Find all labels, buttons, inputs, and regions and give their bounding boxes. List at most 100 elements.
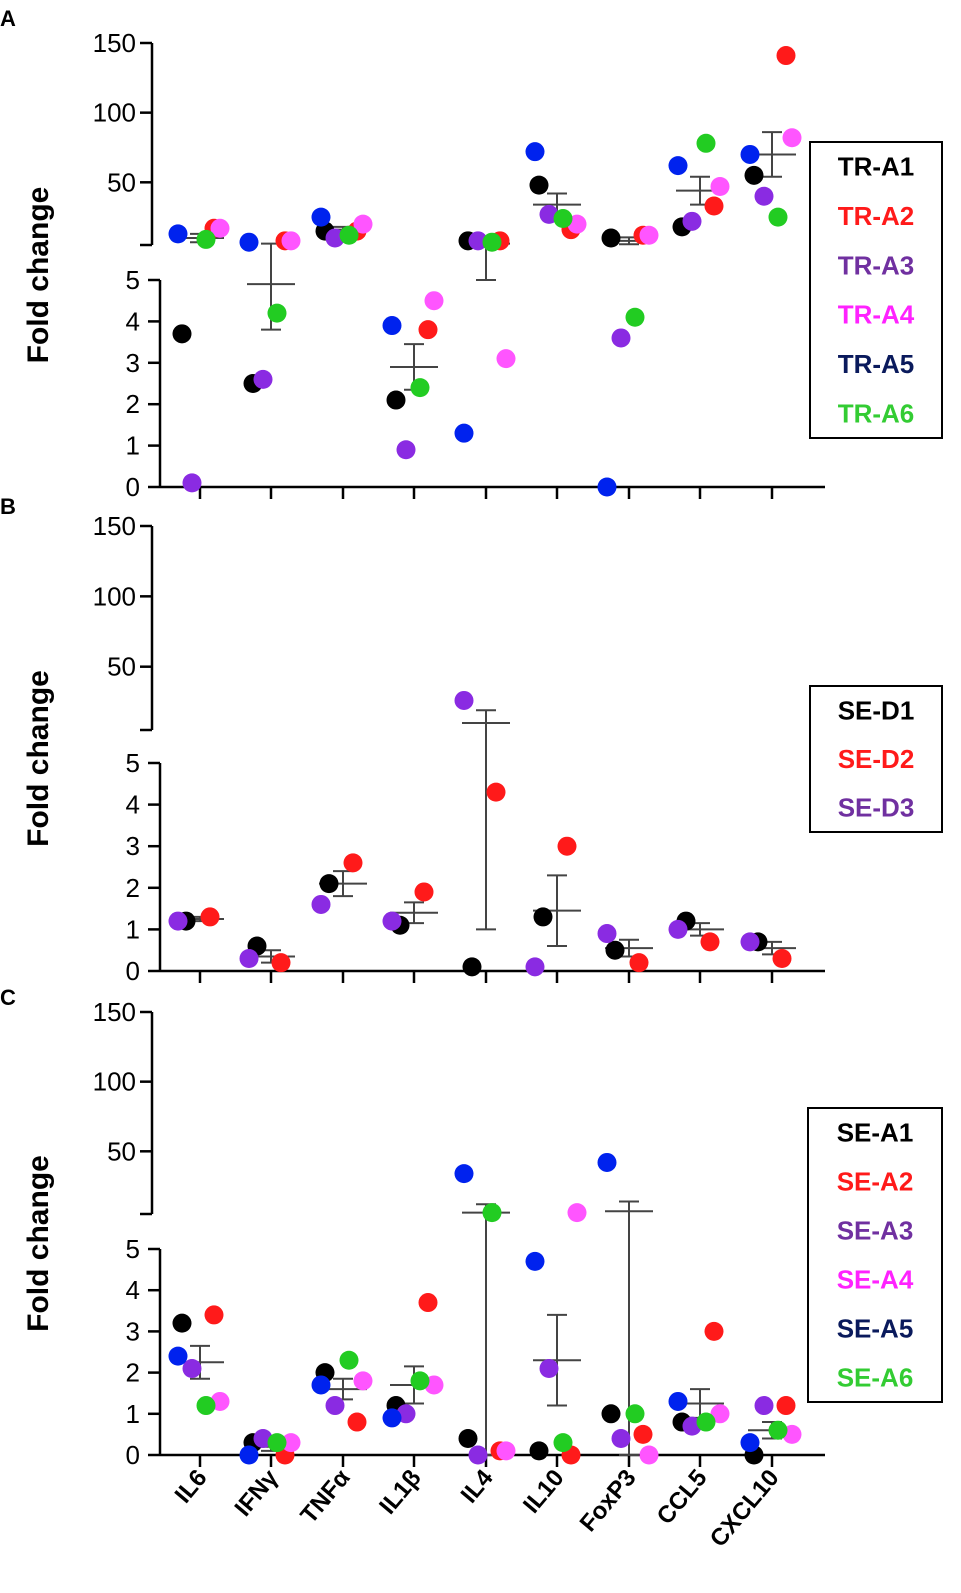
data-point-tr-a4 [353,214,373,234]
data-point-tr-a6 [339,225,359,245]
legend-entry: SE-A1 [837,1118,914,1148]
x-category-label: IFNγ [229,1464,284,1522]
y-tick-label: 100 [93,581,136,611]
data-point-se-a3 [611,1429,631,1449]
y-tick-label: 0 [126,956,140,986]
data-point-se-a5 [239,1445,259,1465]
y-tick-label: 50 [107,167,136,197]
legend-entry: SE-D2 [838,744,915,774]
data-point-tr-a4 [210,218,230,238]
y-tick-label: 1 [126,914,140,944]
data-point-se-a2 [633,1424,653,1444]
data-point-se-d1 [533,907,553,927]
data-point-se-d3 [382,911,402,931]
legend-box [807,1107,943,1403]
data-point-tr-a5 [382,316,402,336]
data-point-tr-a6 [482,232,502,252]
data-point-tr-a5 [239,232,259,252]
legend-entry: TR-A5 [838,349,915,379]
data-point-se-d2 [700,932,720,952]
data-point-tr-a4 [639,225,659,245]
data-point-tr-a4 [424,291,444,311]
y-tick-label: 3 [126,348,140,378]
data-point-tr-a4 [496,349,516,369]
data-point-se-a6 [768,1420,788,1440]
data-point-tr-a3 [253,369,273,389]
y-tick-label: 5 [126,748,140,778]
x-category-label: IL10 [518,1465,570,1519]
data-point-se-d1 [319,874,339,894]
data-point-se-a4 [353,1371,373,1391]
legend-entry: TR-A6 [838,398,915,428]
y-tick-label: 5 [126,265,140,295]
data-point-tr-a6 [196,229,216,249]
data-point-se-a3 [539,1358,559,1378]
y-tick-label: 2 [126,1358,140,1388]
data-point-se-a6 [410,1371,430,1391]
data-point-se-a5 [382,1408,402,1428]
data-point-tr-a2 [418,320,438,340]
x-category-label: IL1β [374,1465,426,1520]
data-point-se-a4 [281,1433,301,1453]
x-category-label: TNFα [295,1464,355,1529]
data-point-tr-a3 [182,473,202,493]
data-point-se-d1 [605,940,625,960]
legend-entry: TR-A4 [838,300,915,330]
legend-entry: TR-A3 [838,250,915,280]
data-point-tr-a6 [696,133,716,153]
data-point-se-d2 [200,907,220,927]
data-point-se-a6 [482,1203,502,1223]
legend: SE-A1 SE-A2 SE-A3 SE-A4 SE-A5 SE-A6 [807,1107,943,1403]
data-point-se-a6 [196,1396,216,1416]
data-point-tr-a5 [525,142,545,162]
data-point-se-a2 [418,1293,438,1313]
data-point-se-a6 [339,1350,359,1370]
data-point-tr-a5 [668,156,688,176]
y-axis-label: Fold change [22,187,55,364]
data-point-se-a3 [468,1445,488,1465]
y-axis-label: Fold change [22,670,55,847]
panel-label: B [0,494,16,519]
data-point-tr-a4 [710,176,730,196]
data-point-tr-a6 [625,307,645,327]
legend-entry: SE-A3 [837,1216,914,1246]
data-point-tr-a5 [740,144,760,164]
data-point-se-a3 [182,1358,202,1378]
legend: SE-D1 SE-D2 SE-D3 [809,685,943,833]
data-point-se-a6 [696,1412,716,1432]
y-tick-label: 3 [126,1316,140,1346]
data-point-se-a1 [529,1441,549,1461]
data-point-se-a3 [325,1396,345,1416]
y-tick-label: 3 [126,831,140,861]
y-tick-label: 0 [126,1440,140,1470]
legend-entry: SE-A5 [837,1314,914,1344]
y-tick-label: 1 [126,431,140,461]
legend-entry: SE-D1 [838,695,915,725]
data-point-tr-a5 [597,477,617,497]
data-point-tr-a3 [468,231,488,251]
data-point-se-a5 [740,1433,760,1453]
y-tick-label: 5 [126,1234,140,1264]
data-point-tr-a5 [311,207,331,227]
data-point-tr-a1 [529,175,549,195]
data-point-tr-a1 [601,228,621,248]
data-point-se-a5 [597,1152,617,1172]
data-point-se-a5 [311,1375,331,1395]
x-category-label: CCL5 [652,1465,713,1530]
data-point-se-a4 [710,1404,730,1424]
y-tick-label: 150 [93,28,136,58]
data-point-se-d3 [168,911,188,931]
legend-entry: SE-A4 [837,1265,914,1295]
data-point-se-a3 [754,1396,774,1416]
data-point-tr-a1 [744,165,764,185]
data-point-se-a4 [639,1445,659,1465]
y-tick-label: 150 [93,511,136,541]
data-point-tr-a5 [454,423,474,443]
data-point-se-a2 [776,1396,796,1416]
data-point-se-a2 [704,1321,724,1341]
y-tick-label: 0 [126,472,140,502]
panel-label: C [0,985,16,1010]
